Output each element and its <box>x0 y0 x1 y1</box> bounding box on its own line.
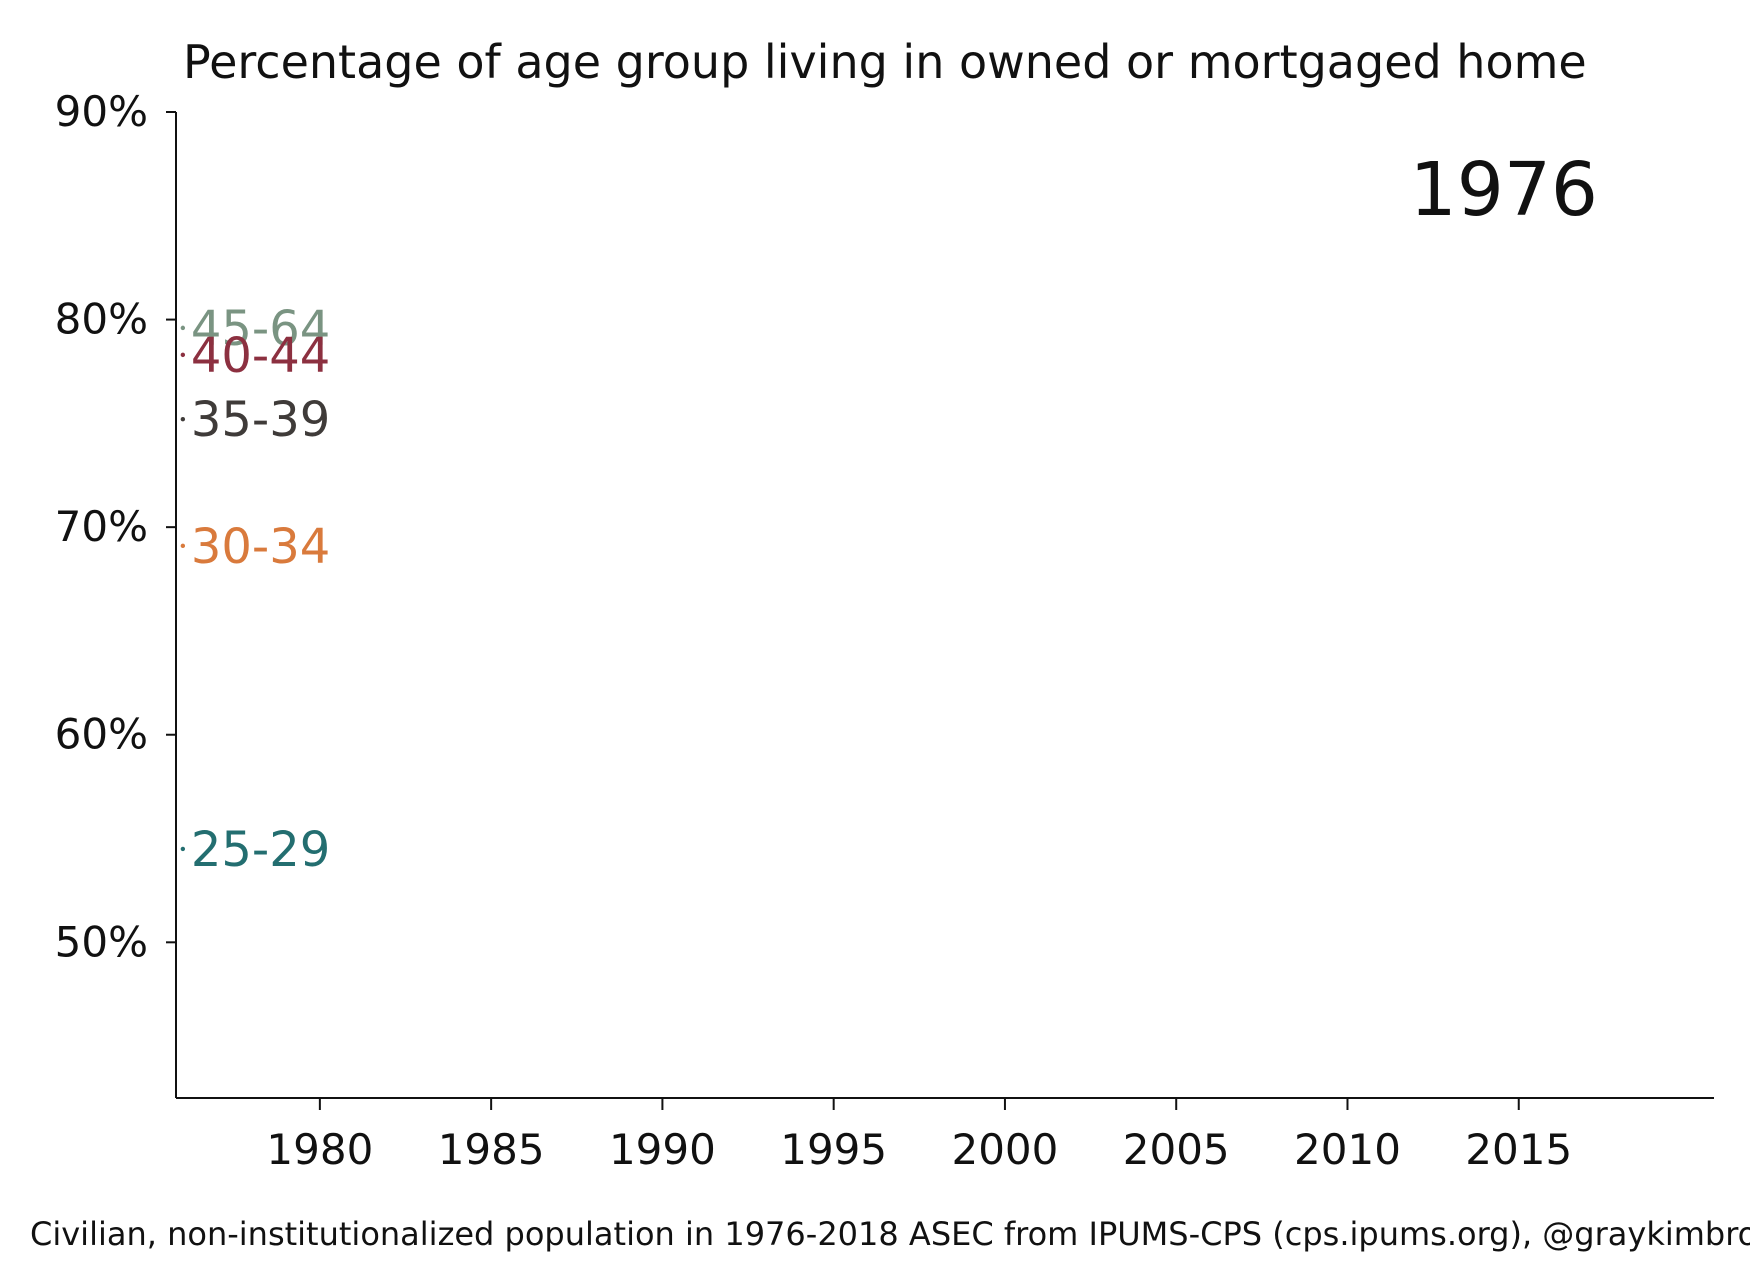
y-tick-label: 70% <box>55 502 148 551</box>
chart-title: Percentage of age group living in owned … <box>183 35 1587 89</box>
x-tick-label: 1985 <box>438 1125 545 1174</box>
data-point <box>180 543 186 549</box>
series-30-34: 30-34 <box>180 519 330 575</box>
x-tick-label: 2015 <box>1465 1125 1572 1174</box>
y-tick-label: 90% <box>55 87 148 136</box>
y-ticks: 50% 60% 70% 80% 90% <box>55 87 176 966</box>
x-ticks: 1980 1985 1990 1995 2000 2005 2010 2015 <box>266 1098 1572 1174</box>
data-point <box>180 846 186 852</box>
x-tick-label: 1990 <box>609 1125 716 1174</box>
x-tick-label: 2010 <box>1294 1125 1401 1174</box>
x-tick-label: 1995 <box>780 1125 887 1174</box>
current-year-label: 1976 <box>1410 147 1598 233</box>
series-40-44: 40-44 <box>180 328 330 384</box>
series-25-29: 25-29 <box>180 822 330 878</box>
series-label: 45-64 <box>191 301 330 357</box>
series-label: 25-29 <box>191 822 330 878</box>
data-point <box>180 352 186 358</box>
series-label: 35-39 <box>191 392 330 448</box>
x-tick-label: 1980 <box>266 1125 373 1174</box>
series-label: 40-44 <box>191 328 330 384</box>
y-tick-label: 80% <box>55 295 148 344</box>
data-point <box>180 325 186 331</box>
y-tick-label: 50% <box>55 917 148 966</box>
series-35-39: 35-39 <box>180 392 330 448</box>
series-45-64: 45-64 <box>180 301 330 357</box>
x-tick-label: 2005 <box>1123 1125 1230 1174</box>
data-point <box>180 417 186 422</box>
y-tick-label: 60% <box>55 710 148 759</box>
series-label: 30-34 <box>191 519 330 575</box>
source-caption: Civilian, non-institutionalized populati… <box>30 1215 1750 1253</box>
x-tick-label: 2000 <box>951 1125 1058 1174</box>
axes <box>175 112 1714 1099</box>
